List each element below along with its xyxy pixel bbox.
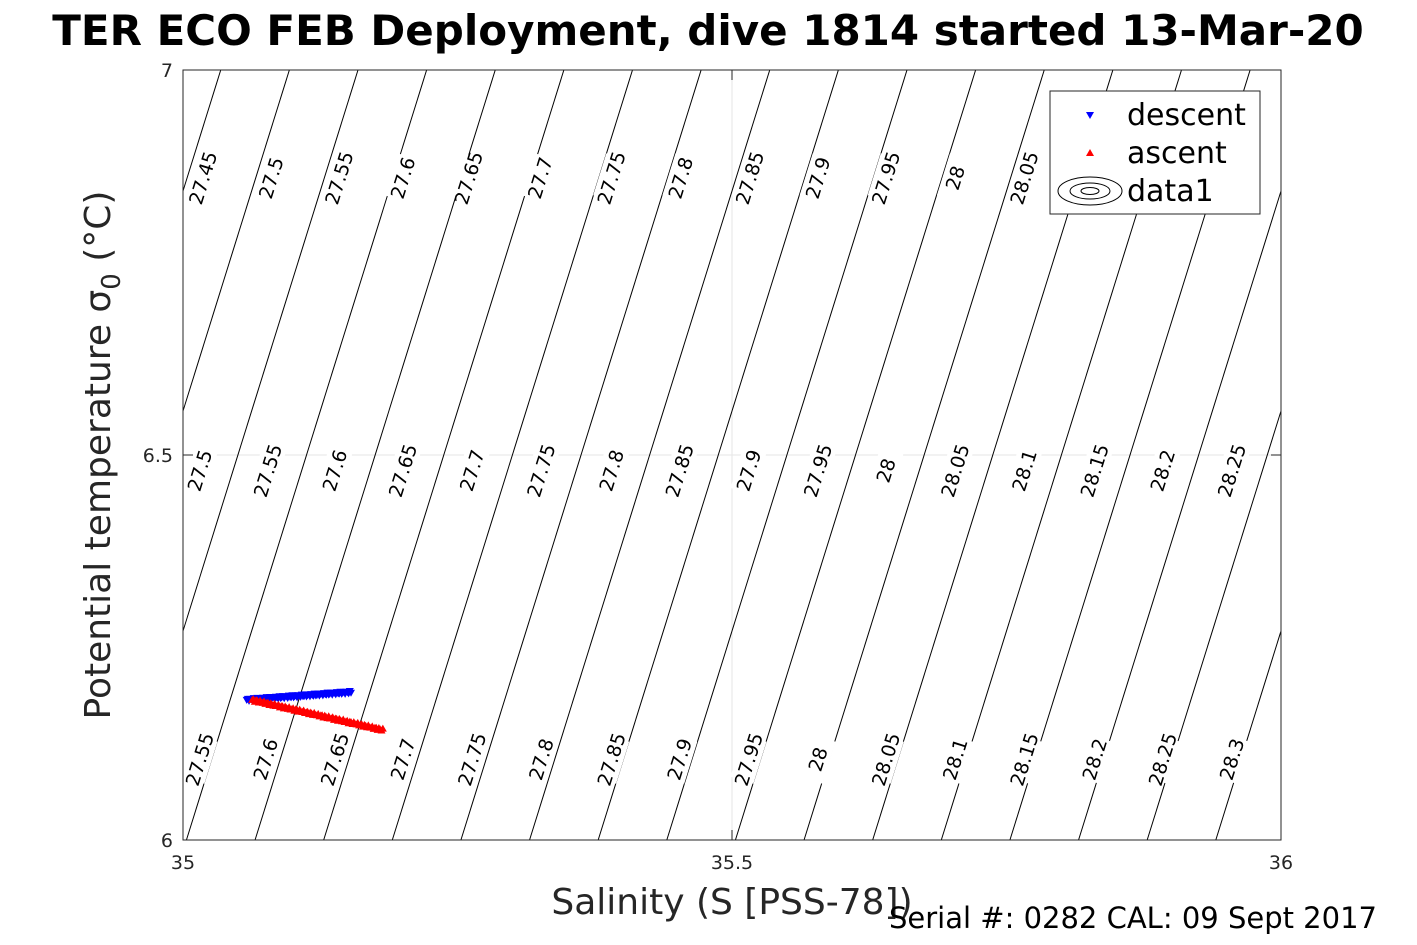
contour-label-bg bbox=[799, 153, 836, 203]
contour-label-bg bbox=[184, 153, 221, 203]
isopycnal-line bbox=[529, 70, 771, 840]
contour-label-bg bbox=[1144, 734, 1181, 784]
contour-label-bg bbox=[936, 153, 973, 203]
y-axis-label-subscript: 0 bbox=[97, 273, 127, 290]
isopycnal-line bbox=[1078, 189, 1281, 840]
chart-title: TER ECO FEB Deployment, dive 1814 starte… bbox=[52, 6, 1363, 55]
contour-label-bg bbox=[731, 153, 768, 203]
legend-ascent-marker bbox=[1086, 149, 1094, 156]
axis-ticks: 35 35.5 36 6 6.5 7 bbox=[143, 60, 1293, 874]
contour-label-bg bbox=[1213, 445, 1250, 495]
legend-descent-label: descent bbox=[1127, 98, 1246, 133]
legend: descent ascent data1 bbox=[1049, 90, 1261, 215]
contour-label-bg bbox=[1213, 734, 1250, 784]
y-axis-label-sigma: σ bbox=[78, 290, 119, 313]
contour-label-bg bbox=[320, 153, 357, 203]
contour-label-bg bbox=[384, 445, 421, 495]
isopycnal-line bbox=[183, 70, 290, 413]
isopycnal-line bbox=[803, 70, 1045, 840]
legend-descent-marker bbox=[1086, 112, 1094, 119]
contour-label-bg bbox=[1006, 734, 1043, 784]
contour-label-bg bbox=[1006, 153, 1043, 203]
contour-label-bg bbox=[799, 445, 836, 495]
contour-label-bg bbox=[867, 153, 904, 203]
isopycnal-line bbox=[1215, 629, 1281, 840]
contour-label-bg bbox=[936, 445, 973, 495]
contour-label-bg bbox=[450, 153, 487, 203]
x-tick-label: 36 bbox=[1269, 852, 1293, 874]
isopycnal-line bbox=[1146, 409, 1281, 840]
legend-ascent-label: ascent bbox=[1127, 136, 1227, 171]
contour-label-bg bbox=[593, 153, 630, 203]
isopycnal-line bbox=[597, 70, 839, 840]
contour-label-bg bbox=[521, 153, 558, 203]
y-tick-label: 7 bbox=[161, 60, 173, 82]
contour-label-bg bbox=[252, 153, 289, 203]
contour-label-bg bbox=[662, 153, 699, 203]
legend-data1-contour-icon bbox=[1057, 176, 1123, 206]
contour-label-bg bbox=[730, 445, 767, 495]
contour-label-bg bbox=[453, 734, 490, 784]
footer-calibration: Serial #: 0282 CAL: 09 Sept 2017 bbox=[889, 901, 1377, 935]
contour-label-bg bbox=[593, 734, 630, 784]
contour-label-bg bbox=[867, 734, 904, 784]
isopycnal-line bbox=[666, 70, 908, 840]
contour-label-bg bbox=[661, 445, 698, 495]
contour-label-bg bbox=[316, 734, 353, 784]
x-axis-label: Salinity (S [PSS-78]) bbox=[551, 882, 912, 923]
contour-label-bg bbox=[453, 445, 490, 495]
contour-label-bg bbox=[181, 734, 218, 784]
contour-label-bg bbox=[936, 734, 973, 784]
x-tick-label: 35.5 bbox=[711, 852, 753, 874]
isopycnal-line bbox=[460, 70, 702, 840]
contour-label-bg bbox=[384, 153, 421, 203]
contour-label-bg bbox=[384, 734, 421, 784]
contour-label-bg bbox=[867, 445, 904, 495]
contour-label-bg bbox=[1144, 445, 1181, 495]
descent-point bbox=[346, 689, 355, 697]
contour-label-bg bbox=[1076, 734, 1113, 784]
contour-label-bg bbox=[249, 445, 286, 495]
isopycnal-line bbox=[323, 70, 565, 840]
contour-label-bg bbox=[1076, 445, 1113, 495]
contour-label-bg bbox=[316, 445, 353, 495]
ascent-point bbox=[378, 724, 387, 732]
y-axis-label: Potential temperature σ0 (°C) bbox=[78, 191, 127, 720]
contour-label-bg bbox=[799, 734, 836, 784]
contour-label-bg bbox=[522, 734, 559, 784]
contour-label-bg bbox=[1006, 445, 1043, 495]
y-axis-label-text: Potential temperature bbox=[78, 313, 119, 720]
data-points bbox=[242, 688, 387, 734]
contour-label-bg bbox=[593, 445, 630, 495]
y-tick-label: 6 bbox=[161, 830, 173, 852]
y-axis-label-unit: (°C) bbox=[78, 191, 119, 274]
density-contours bbox=[183, 70, 1281, 840]
isopycnal-line bbox=[183, 70, 359, 633]
isopycnal-line bbox=[734, 70, 977, 840]
x-tick-label: 35 bbox=[171, 852, 195, 874]
isopycnal-line bbox=[391, 70, 633, 840]
isopycnal-line bbox=[185, 70, 428, 840]
contour-label-bg bbox=[522, 445, 559, 495]
contour-label-bg bbox=[661, 734, 698, 784]
contour-label-bg bbox=[247, 734, 284, 784]
contour-label-bg bbox=[181, 445, 218, 495]
y-tick-label: 6.5 bbox=[143, 445, 173, 467]
contour-label-bg bbox=[730, 734, 767, 784]
legend-data1-label: data1 bbox=[1127, 174, 1214, 209]
